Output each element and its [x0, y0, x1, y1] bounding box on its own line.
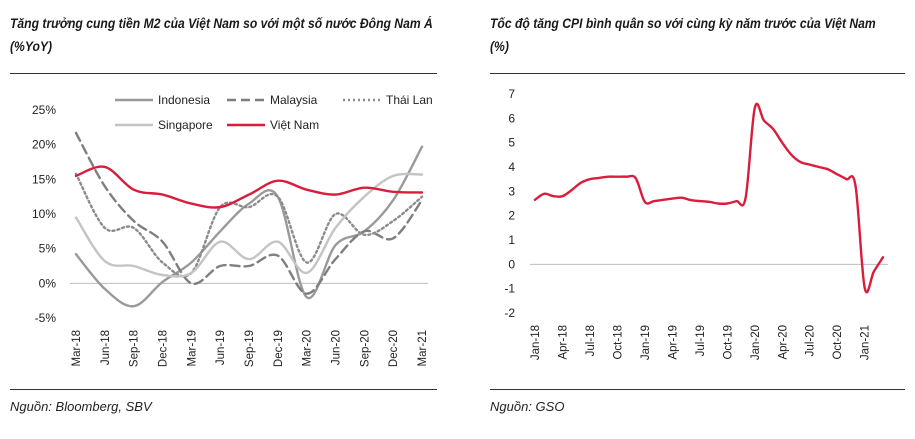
- right-source-rule: [490, 389, 905, 390]
- left-y-tick-label: 5%: [39, 242, 57, 256]
- left-x-tick-label: Mar-21: [417, 330, 429, 366]
- right-x-tick-label: Apr-18: [557, 325, 569, 360]
- left-legend-label: Singapore: [158, 118, 213, 132]
- right-series-line: [533, 102, 885, 294]
- left-x-tick-label: Sep-19: [244, 330, 256, 367]
- left-y-tick-label: 25%: [32, 103, 56, 117]
- right-y-tick-label: 2: [508, 209, 515, 223]
- right-x-tick-label: Jan-20: [750, 325, 762, 360]
- left-series-line: [74, 131, 424, 295]
- left-x-tick-label: Sep-20: [359, 330, 371, 367]
- left-legend-label: Việt Nam: [270, 118, 319, 132]
- right-x-tick-label: Apr-19: [667, 325, 679, 360]
- left-source: Nguồn: Bloomberg, SBV: [10, 399, 152, 414]
- left-source-rule: [10, 389, 437, 390]
- right-x-tick-label: Jan-18: [530, 325, 542, 360]
- left-x-tick-label: Dec-20: [388, 330, 400, 367]
- right-chart-title: Tốc độ tăng CPI bình quân so với cùng kỳ…: [490, 16, 876, 54]
- right-x-tick-label: Jul-19: [695, 325, 707, 356]
- right-x-tick-label: Apr-20: [777, 325, 789, 360]
- left-y-tick-label: 0%: [39, 276, 57, 290]
- left-x-tick-label: Jun-19: [215, 330, 227, 365]
- right-y-tick-label: 3: [508, 184, 515, 198]
- left-legend-label: Indonesia: [158, 93, 210, 107]
- right-x-tick-label: Jan-21: [860, 325, 872, 360]
- left-x-tick-label: Sep-18: [129, 330, 141, 367]
- right-x-tick-label: Jul-18: [585, 325, 597, 356]
- right-y-tick-label: 1: [508, 233, 515, 247]
- right-x-tick-label: Oct-18: [612, 325, 624, 360]
- left-y-tick-label: -5%: [35, 311, 57, 325]
- left-chart-title: Tăng trưởng cung tiền M2 của Việt Nam so…: [10, 16, 433, 54]
- right-y-tick-label: -2: [504, 306, 515, 320]
- right-x-tick-label: Oct-20: [832, 325, 844, 360]
- right-x-tick-label: Oct-19: [722, 325, 734, 360]
- left-series-line: [74, 172, 424, 278]
- right-x-tick-label: Jul-20: [805, 325, 817, 356]
- left-x-tick-label: Mar-20: [302, 330, 314, 366]
- left-y-tick-label: 10%: [32, 207, 56, 221]
- left-x-tick-label: Mar-18: [71, 330, 83, 366]
- right-y-tick-label: 4: [508, 160, 515, 174]
- right-y-tick-label: -1: [504, 282, 515, 296]
- left-legend-label: Thái Lan: [386, 93, 433, 107]
- right-y-tick-label: 0: [508, 257, 515, 271]
- right-y-tick-label: 7: [508, 87, 515, 101]
- right-source: Nguồn: GSO: [490, 399, 565, 414]
- left-series-line: [74, 165, 424, 209]
- left-x-tick-label: Mar-19: [186, 330, 198, 366]
- right-y-tick-label: 6: [508, 111, 515, 125]
- left-y-tick-label: 15%: [32, 172, 56, 186]
- right-y-tick-label: 5: [508, 136, 515, 150]
- left-legend-label: Malaysia: [270, 93, 318, 107]
- left-title-rule: [10, 73, 437, 74]
- left-x-tick-label: Dec-18: [158, 330, 170, 367]
- right-title-rule: [490, 73, 905, 74]
- left-x-tick-label: Jun-18: [100, 330, 112, 365]
- left-x-tick-label: Jun-20: [331, 330, 343, 365]
- left-x-tick-label: Dec-19: [273, 330, 285, 367]
- left-series-line: [74, 172, 424, 278]
- left-y-tick-label: 20%: [32, 138, 56, 152]
- right-x-tick-label: Jan-19: [640, 325, 652, 360]
